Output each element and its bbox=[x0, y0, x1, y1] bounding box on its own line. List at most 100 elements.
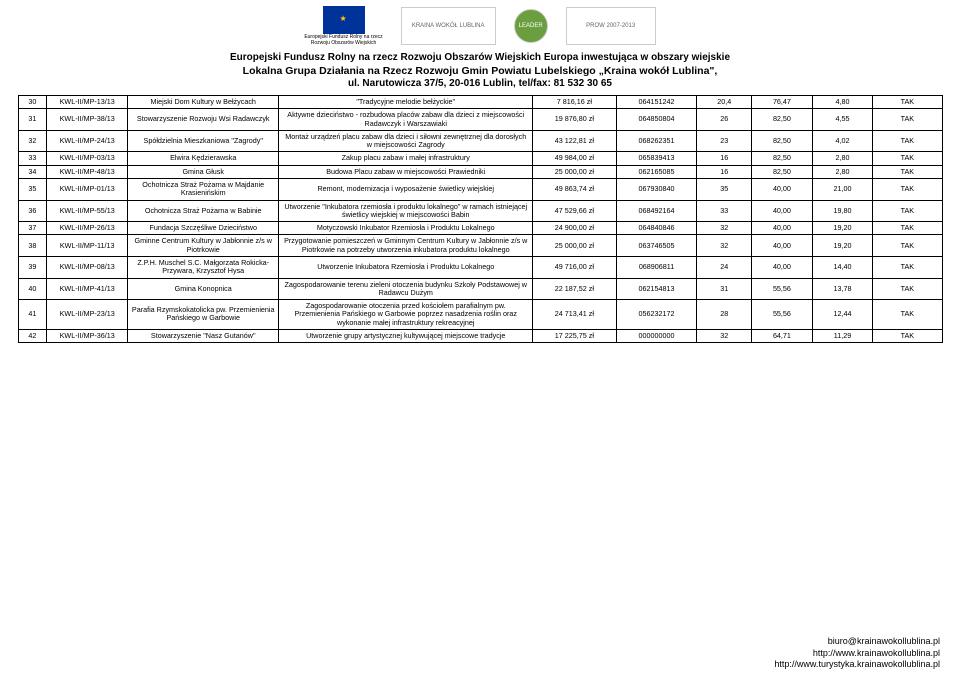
logo-leader: LEADER bbox=[514, 9, 548, 43]
logo-bar: Europejski Fundusz Rolny na rzecz Rozwoj… bbox=[0, 0, 960, 48]
cell-score1: 32 bbox=[697, 222, 752, 235]
cell-amount: 47 529,66 zł bbox=[533, 200, 617, 222]
cell-lp: 31 bbox=[18, 109, 47, 131]
cell-nip: 062165085 bbox=[616, 165, 697, 178]
cell-score3: 4,55 bbox=[812, 109, 873, 131]
cell-score2: 64,71 bbox=[752, 329, 813, 342]
cell-lp: 39 bbox=[18, 256, 47, 278]
cell-lp: 40 bbox=[18, 278, 47, 300]
cell-ref: KWL-II/MP-26/13 bbox=[47, 222, 128, 235]
cell-status: TAK bbox=[873, 329, 942, 342]
cell-score1: 23 bbox=[697, 130, 752, 152]
cell-lp: 32 bbox=[18, 130, 47, 152]
table-row: 40KWL-II/MP-41/13Gmina KonopnicaZagospod… bbox=[18, 278, 942, 300]
cell-lp: 34 bbox=[18, 165, 47, 178]
cell-status: TAK bbox=[873, 109, 942, 131]
cell-score3: 2,80 bbox=[812, 165, 873, 178]
cell-applicant: Ochotnicza Straż Pożarna w Majdanie Kras… bbox=[128, 178, 279, 200]
cell-description: Utworzenie "Inkubatora rzemiosła i produ… bbox=[279, 200, 533, 222]
cell-score3: 14,40 bbox=[812, 256, 873, 278]
cell-nip: 067930840 bbox=[616, 178, 697, 200]
cell-ref: KWL-II/MP-55/13 bbox=[47, 200, 128, 222]
cell-ref: KWL-II/MP-48/13 bbox=[47, 165, 128, 178]
cell-applicant: Ochotnicza Straż Pożarna w Babinie bbox=[128, 200, 279, 222]
cell-nip: 056232172 bbox=[616, 300, 697, 330]
cell-status: TAK bbox=[873, 96, 942, 109]
cell-ref: KWL-II/MP-13/13 bbox=[47, 96, 128, 109]
cell-score1: 24 bbox=[697, 256, 752, 278]
cell-score1: 31 bbox=[697, 278, 752, 300]
cell-description: Zagospodarowanie otoczenia przed kościoł… bbox=[279, 300, 533, 330]
cell-amount: 22 187,52 zł bbox=[533, 278, 617, 300]
table-row: 32KWL-II/MP-24/13Spółdzielnia Mieszkanio… bbox=[18, 130, 942, 152]
cell-score3: 4,02 bbox=[812, 130, 873, 152]
logo-prow: PROW 2007-2013 bbox=[566, 7, 656, 45]
cell-score3: 11,29 bbox=[812, 329, 873, 342]
cell-score1: 32 bbox=[697, 235, 752, 257]
heading-line3: ul. Narutowicza 37/5, 20-016 Lublin, tel… bbox=[60, 78, 900, 89]
table-row: 31KWL-II/MP-38/13Stowarzyszenie Rozwoju … bbox=[18, 109, 942, 131]
cell-score1: 28 bbox=[697, 300, 752, 330]
cell-applicant: Fundacja Szczęśliwe Dzieciństwo bbox=[128, 222, 279, 235]
footer-url2: http://www.turystyka.krainawokollublina.… bbox=[774, 659, 940, 671]
table-row: 38KWL-II/MP-11/13Gminne Centrum Kultury … bbox=[18, 235, 942, 257]
cell-nip: 068262351 bbox=[616, 130, 697, 152]
cell-nip: 064151242 bbox=[616, 96, 697, 109]
cell-nip: 065839413 bbox=[616, 152, 697, 165]
table-row: 30KWL-II/MP-13/13Miejski Dom Kultury w B… bbox=[18, 96, 942, 109]
footer-email: biuro@krainawokollublina.pl bbox=[774, 636, 940, 648]
cell-lp: 30 bbox=[18, 96, 47, 109]
table-row: 34KWL-II/MP-48/13Gmina GłuskBudowa Placu… bbox=[18, 165, 942, 178]
cell-description: Aktywne dzieciństwo - rozbudowa placów z… bbox=[279, 109, 533, 131]
cell-ref: KWL-II/MP-03/13 bbox=[47, 152, 128, 165]
heading-block: Europejski Fundusz Rolny na rzecz Rozwoj… bbox=[60, 52, 900, 89]
table-row: 33KWL-II/MP-03/13Elwira KędzierawskaZaku… bbox=[18, 152, 942, 165]
cell-status: TAK bbox=[873, 256, 942, 278]
cell-score3: 4,80 bbox=[812, 96, 873, 109]
cell-description: "Tradycyjne melodie bełżyckie" bbox=[279, 96, 533, 109]
cell-description: Motyczowski Inkubator Rzemiosła i Produk… bbox=[279, 222, 533, 235]
cell-description: Zakup placu zabaw i małej infrastruktury bbox=[279, 152, 533, 165]
cell-score2: 40,00 bbox=[752, 200, 813, 222]
cell-applicant: Gmina Głusk bbox=[128, 165, 279, 178]
cell-applicant: Stowarzyszenie "Nasz Gutanów" bbox=[128, 329, 279, 342]
cell-score1: 16 bbox=[697, 152, 752, 165]
cell-nip: 000000000 bbox=[616, 329, 697, 342]
cell-score3: 13,78 bbox=[812, 278, 873, 300]
cell-ref: KWL-II/MP-24/13 bbox=[47, 130, 128, 152]
footer: biuro@krainawokollublina.pl http://www.k… bbox=[774, 636, 940, 671]
cell-lp: 33 bbox=[18, 152, 47, 165]
cell-applicant: Gminne Centrum Kultury w Jabłonnie z/s w… bbox=[128, 235, 279, 257]
cell-score1: 35 bbox=[697, 178, 752, 200]
cell-status: TAK bbox=[873, 278, 942, 300]
cell-amount: 49 863,74 zł bbox=[533, 178, 617, 200]
cell-nip: 068906811 bbox=[616, 256, 697, 278]
cell-score1: 26 bbox=[697, 109, 752, 131]
cell-applicant: Elwira Kędzierawska bbox=[128, 152, 279, 165]
cell-score3: 19,20 bbox=[812, 222, 873, 235]
cell-applicant: Miejski Dom Kultury w Bełżycach bbox=[128, 96, 279, 109]
cell-lp: 42 bbox=[18, 329, 47, 342]
cell-ref: KWL-II/MP-41/13 bbox=[47, 278, 128, 300]
cell-amount: 43 122,81 zł bbox=[533, 130, 617, 152]
cell-description: Remont, modernizacja i wyposażenie świet… bbox=[279, 178, 533, 200]
cell-score2: 40,00 bbox=[752, 235, 813, 257]
cell-applicant: Z.P.H. Muschel S.C. Małgorzata Rokicka- … bbox=[128, 256, 279, 278]
logo-eu: Europejski Fundusz Rolny na rzecz Rozwoj… bbox=[304, 6, 382, 46]
cell-nip: 063746505 bbox=[616, 235, 697, 257]
cell-status: TAK bbox=[873, 178, 942, 200]
cell-score2: 82,50 bbox=[752, 165, 813, 178]
cell-applicant: Spółdzielnia Mieszkaniowa "Zagrody" bbox=[128, 130, 279, 152]
cell-score3: 12,44 bbox=[812, 300, 873, 330]
heading-line2: Lokalna Grupa Działania na Rzecz Rozwoju… bbox=[60, 65, 900, 77]
cell-amount: 24 713,41 zł bbox=[533, 300, 617, 330]
cell-ref: KWL-II/MP-36/13 bbox=[47, 329, 128, 342]
cell-ref: KWL-II/MP-08/13 bbox=[47, 256, 128, 278]
cell-ref: KWL-II/MP-11/13 bbox=[47, 235, 128, 257]
cell-amount: 7 816,16 zł bbox=[533, 96, 617, 109]
cell-lp: 38 bbox=[18, 235, 47, 257]
data-table: 30KWL-II/MP-13/13Miejski Dom Kultury w B… bbox=[18, 95, 943, 343]
table-row: 36KWL-II/MP-55/13Ochotnicza Straż Pożarn… bbox=[18, 200, 942, 222]
cell-score3: 21,00 bbox=[812, 178, 873, 200]
cell-nip: 064850804 bbox=[616, 109, 697, 131]
